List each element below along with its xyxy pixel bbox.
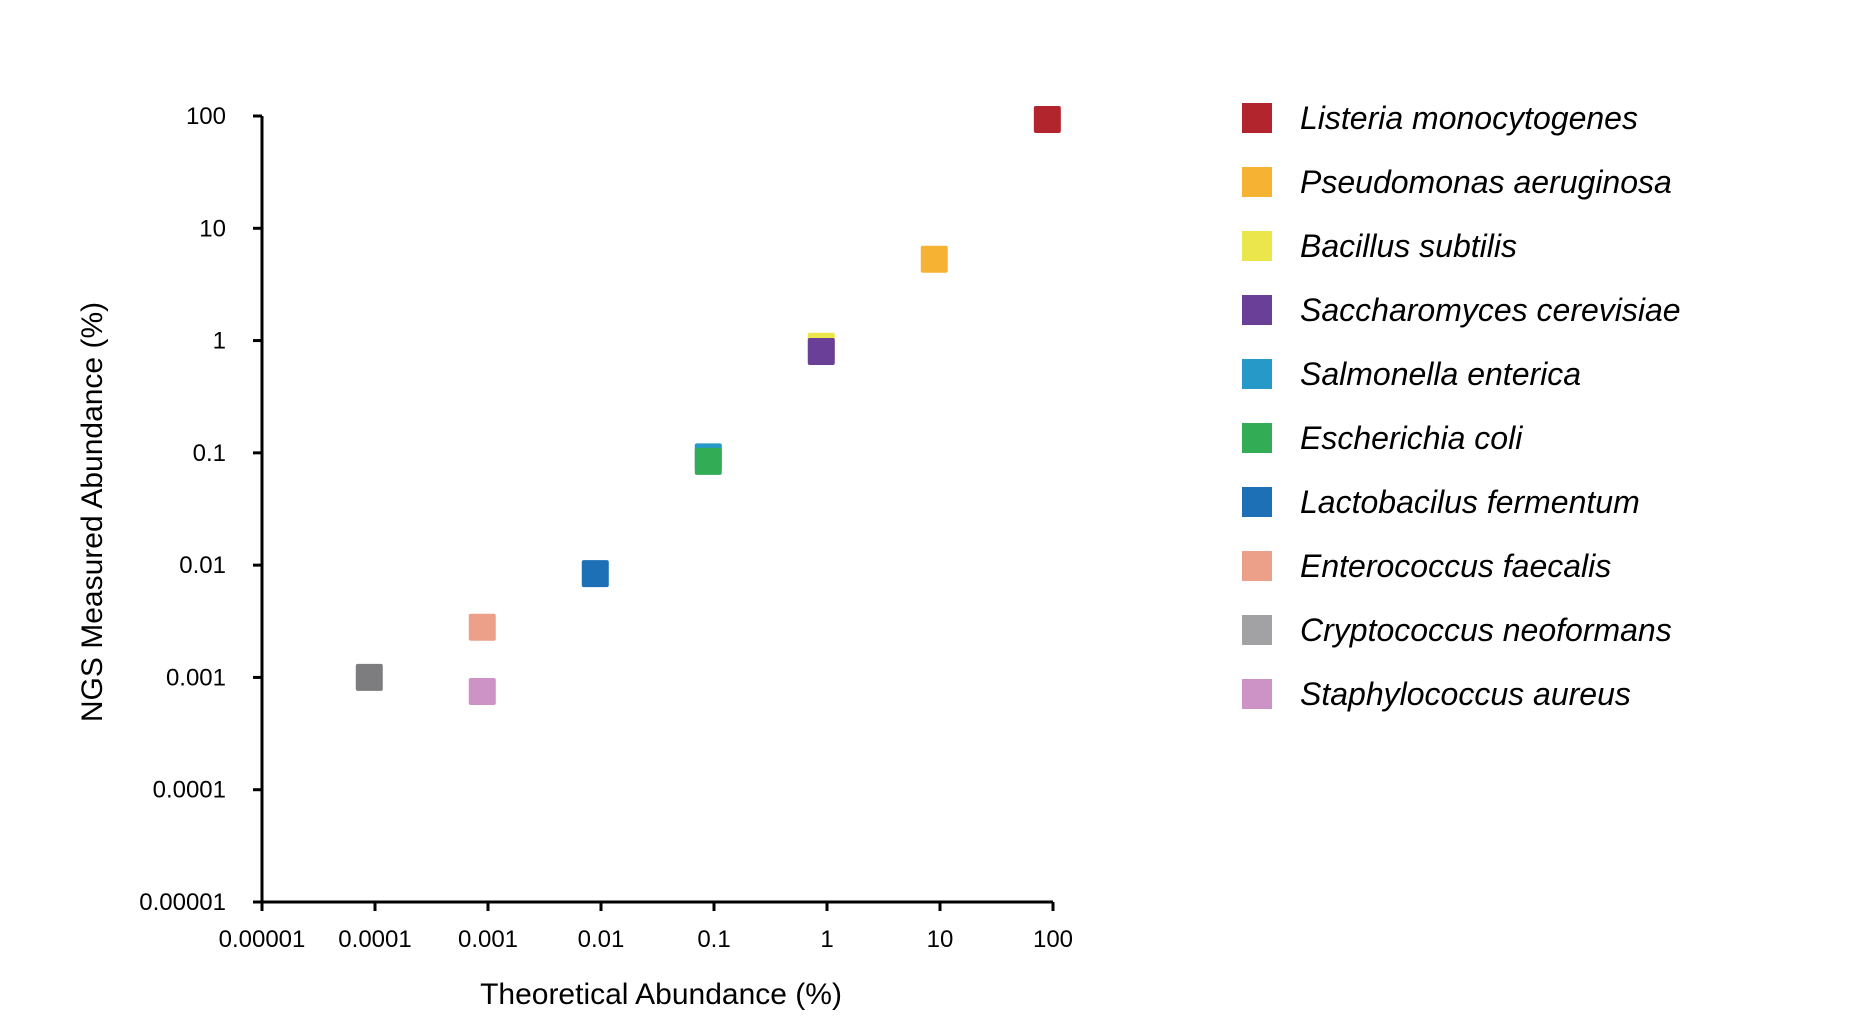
legend-swatch [1242,231,1272,261]
data-point [807,337,835,365]
x-tick-label: 0.01 [578,926,625,953]
y-tick-label: 0.01 [179,552,226,579]
x-tick-label: 0.1 [697,926,730,953]
x-axis-title: Theoretical Abundance (%) [480,978,842,1011]
data-point [468,677,496,705]
legend-label: Saccharomyces cerevisiae [1300,292,1681,328]
legend-label: Staphylococcus aureus [1300,676,1631,712]
y-tick-label: 1 [213,328,226,355]
data-points [355,106,1061,705]
axes: 0.00001 0.0001 0.001 0.01 0.1 1 10 100 0.00001 0.… [139,103,1073,953]
legend-label: Salmonella enterica [1300,356,1581,392]
data-point [1033,106,1061,134]
legend-swatch [1242,359,1272,389]
x-tick-label: 0.0001 [338,926,411,953]
y-tick-label: 10 [199,215,226,242]
y-tick-label: 100 [186,103,226,130]
x-tick-label: 100 [1033,926,1073,953]
x-tick-label: 1 [820,926,833,953]
legend-swatch [1242,423,1272,453]
legend-swatch [1242,679,1272,709]
legend-label: Bacillus subtilis [1300,228,1517,264]
legend-swatch [1242,551,1272,581]
data-point [468,613,496,641]
x-tick-label: 10 [927,926,954,953]
legend-swatch [1242,487,1272,517]
y-tick-label: 0.0001 [153,777,226,804]
data-point [355,663,383,691]
legend-label: Escherichia coli [1300,420,1523,456]
legend-label: Listeria monocytogenes [1300,100,1638,136]
x-tick-label: 0.001 [458,926,518,953]
y-tick-label: 0.00001 [139,889,226,916]
legend-swatch [1242,615,1272,645]
legend-label: Pseudomonas aeruginosa [1300,164,1672,200]
x-tick-label: 0.00001 [219,926,306,953]
y-axis-title: NGS Measured Abundance (%) [76,302,109,722]
legend-swatch [1242,295,1272,325]
legend-label: Enterococcus faecalis [1300,548,1611,584]
legend-label: Lactobacilus fermentum [1300,484,1640,520]
y-tick-label: 0.1 [193,440,226,467]
legend-swatch [1242,167,1272,197]
data-point [581,560,609,588]
data-point [694,447,722,475]
legend-swatch [1242,103,1272,133]
data-point [920,245,948,273]
legend: Listeria monocytogenes Pseudomonas aerugi… [1242,100,1681,712]
y-tick-label: 0.001 [166,664,226,691]
legend-label: Cryptococcus neoformans [1300,612,1672,648]
